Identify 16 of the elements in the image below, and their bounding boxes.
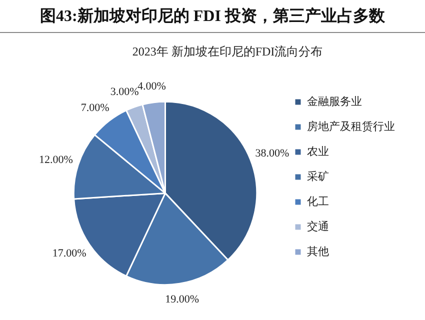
legend-label: 房地产及租赁行业 [307,120,395,133]
data-label: 17.00% [52,248,86,260]
legend-label: 交通 [307,220,329,233]
data-label: 4.00% [138,80,166,92]
legend-label: 金融服务业 [307,94,362,108]
data-label: 19.00% [165,293,200,306]
data-label: 38.00% [255,147,290,160]
legend-label: 农业 [307,144,329,158]
legend-label: 采矿 [307,170,329,183]
chart-subtitle: 2023年 新加坡在印尼的FDI流向分布 [132,44,323,58]
legend-label: 其他 [307,244,329,258]
data-label: 12.00% [38,154,73,166]
data-label: 7.00% [80,102,110,114]
legend-label: 化工 [307,196,329,208]
data-label: 3.00% [110,86,139,98]
chart-title: 图43:新加坡对印尼的 FDI 投资，第三产业占多数 [0,0,425,33]
